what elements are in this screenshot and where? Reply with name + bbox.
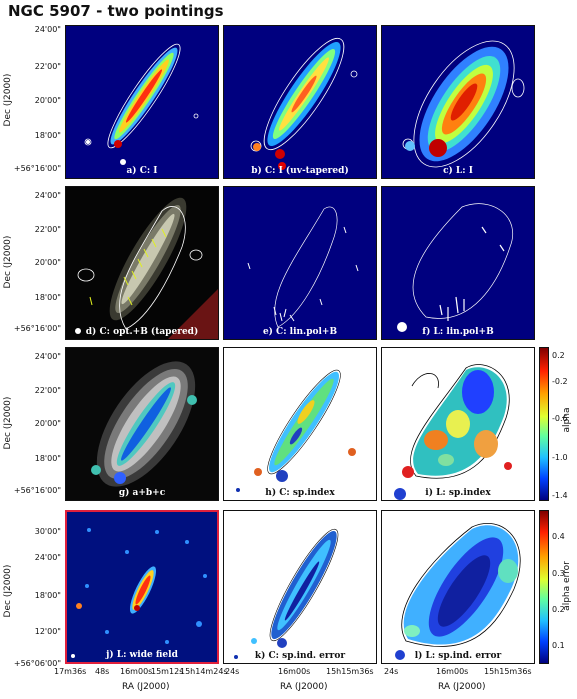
ytick: 18'00" [34,131,61,140]
panel-label: g) a+b+c [118,488,166,498]
colorbar-tick: 0.2 [552,605,565,614]
colorbar-tick: 0.4 [552,532,565,541]
colorbar-tick: 0.1 [552,641,565,650]
panel-label: i) L: sp.index [425,488,491,498]
ytick: 18'00" [34,591,61,600]
xtick: 24s [384,667,399,676]
xtick: 16m00s [120,667,153,676]
panel-label: c) L: I [443,166,473,176]
colorbar-tick: -1.4 [552,491,568,500]
panel-label: e) C: lin.pol+B [262,327,338,337]
panel-e: e) C: lin.pol+B [223,186,377,340]
ytick: 20'00" [34,258,61,267]
ytick: +56°16'00" [13,324,61,333]
xtick: 16m00s [278,667,311,676]
panel-label: h) C: sp.index [265,488,335,498]
panel-label: l) L: sp.ind. error [414,651,502,661]
colorbar-tick: -0.2 [552,377,568,386]
panel-g: g) a+b+c [65,347,219,501]
xtick: 15h15m36s [326,667,374,676]
y-axis-label: Dec (J2000) [3,73,13,127]
panel-label: d) C: opt.+B (tapered) [85,327,199,337]
ytick: 24'00" [34,352,61,361]
colorbar-tick: 0.3 [552,569,565,578]
xtick: 16m00s [436,667,469,676]
xtick: 17m36s [54,667,87,676]
colorbar-tick: -0.6 [552,414,568,423]
ytick: 18'00" [34,293,61,302]
panel-label: j) L: wide field [106,650,178,660]
ytick: 24'00" [34,553,61,562]
ytick: 24'00" [34,25,61,34]
panel-j: j) L: wide field [65,510,219,664]
panel-f: f) L: lin.pol+B [381,186,535,340]
ytick: 30'00" [34,527,61,536]
ytick: 12'00" [34,627,61,636]
panel-b: b) C: I (uv-tapered) [223,25,377,179]
y-axis-label: Dec (J2000) [3,396,13,450]
colorbar-label: alpha [562,407,572,433]
ytick: 22'00" [34,225,61,234]
colorbar-label: alpha error [562,561,572,611]
panel-h: h) C: sp.index [223,347,377,501]
panel-label: f) L: lin.pol+B [422,327,494,337]
x-axis-label: RA (J2000) [280,682,328,692]
ytick: 24'00" [34,191,61,200]
panel-label: b) C: I (uv-tapered) [251,166,349,176]
x-axis-label: RA (J2000) [122,682,170,692]
ytick: 22'00" [34,62,61,71]
figure-title: NGC 5907 - two pointings [8,2,224,20]
panel-k: k) C: sp.ind. error [223,510,377,664]
ytick: 20'00" [34,419,61,428]
colorbar-alpha [539,347,549,501]
ytick: 18'00" [34,454,61,463]
x-axis-label: RA (J2000) [438,682,486,692]
panel-c: c) L: I [381,25,535,179]
xtick: 24s [225,667,240,676]
colorbar-tick: -1.0 [552,453,568,462]
panel-label: k) C: sp.ind. error [254,651,346,661]
colorbar-tick: 0.2 [552,351,565,360]
panel-label: a) C: I [126,166,158,176]
panel-d: d) C: opt.+B (tapered) [65,186,219,340]
y-axis-label: Dec (J2000) [3,235,13,289]
panel-a: a) C: I [65,25,219,179]
xtick: 48s [95,667,110,676]
xtick: 15m12s [151,667,184,676]
ytick: +56°16'00" [13,164,61,173]
panel-i: i) L: sp.index [381,347,535,501]
ytick: +56°16'00" [13,486,61,495]
panel-l: l) L: sp.ind. error [381,510,535,664]
ytick: 22'00" [34,386,61,395]
xtick: 15h14m24s [180,667,228,676]
colorbar-alpha-error [539,510,549,664]
ytick: +56°06'00" [13,659,61,668]
ytick: 20'00" [34,96,61,105]
xtick: 15h15m36s [484,667,532,676]
y-axis-label: Dec (J2000) [3,564,13,618]
